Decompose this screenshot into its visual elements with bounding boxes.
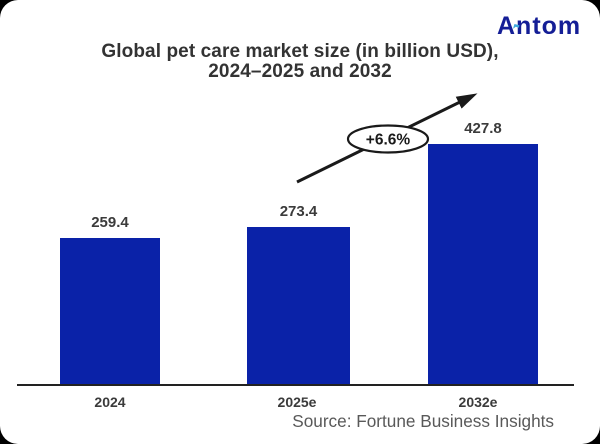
svg-text:+6.6%: +6.6% bbox=[366, 132, 411, 149]
